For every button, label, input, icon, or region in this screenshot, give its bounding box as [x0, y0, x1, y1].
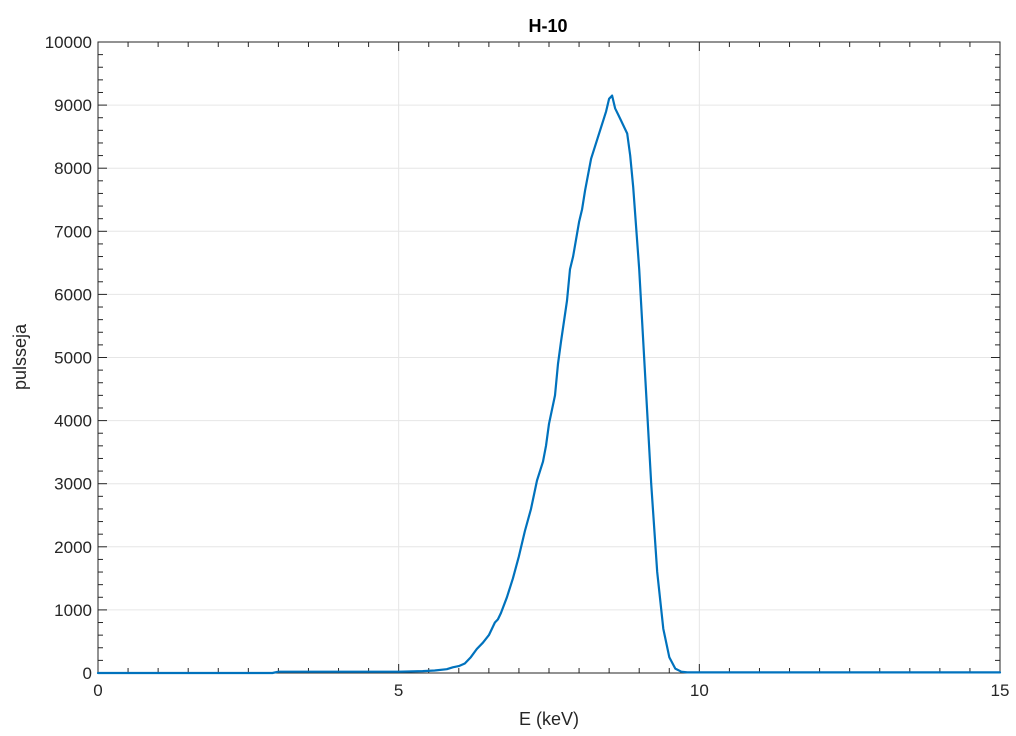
y-tick-label: 9000: [54, 96, 92, 115]
y-tick-label: 5000: [54, 349, 92, 368]
y-tick-label: 7000: [54, 222, 92, 241]
y-tick-label: 1000: [54, 601, 92, 620]
chart-title: H-10: [528, 16, 567, 36]
ticks: 0 5 10 15 0 1000 2000 3000 4000 5000 6000 7000 8000 9…: [45, 33, 1010, 700]
y-tick-label: 2000: [54, 538, 92, 557]
y-axis-label: pulsseja: [10, 323, 30, 390]
y-tick-label: 8000: [54, 159, 92, 178]
x-tick-label: 10: [690, 681, 709, 700]
x-tick-label: 5: [394, 681, 403, 700]
y-tick-label: 4000: [54, 412, 92, 431]
series-line: [96, 94, 1002, 675]
x-tick-label: 0: [93, 681, 102, 700]
y-tick-label: 10000: [45, 33, 92, 52]
y-tick-label: 3000: [54, 475, 92, 494]
y-tick-label: 6000: [54, 285, 92, 304]
y-tick-label: 0: [83, 664, 92, 683]
grid: [98, 42, 1000, 673]
series-layer: [96, 94, 1002, 675]
x-axis-label: E (keV): [519, 709, 579, 729]
x-tick-label: 15: [991, 681, 1010, 700]
